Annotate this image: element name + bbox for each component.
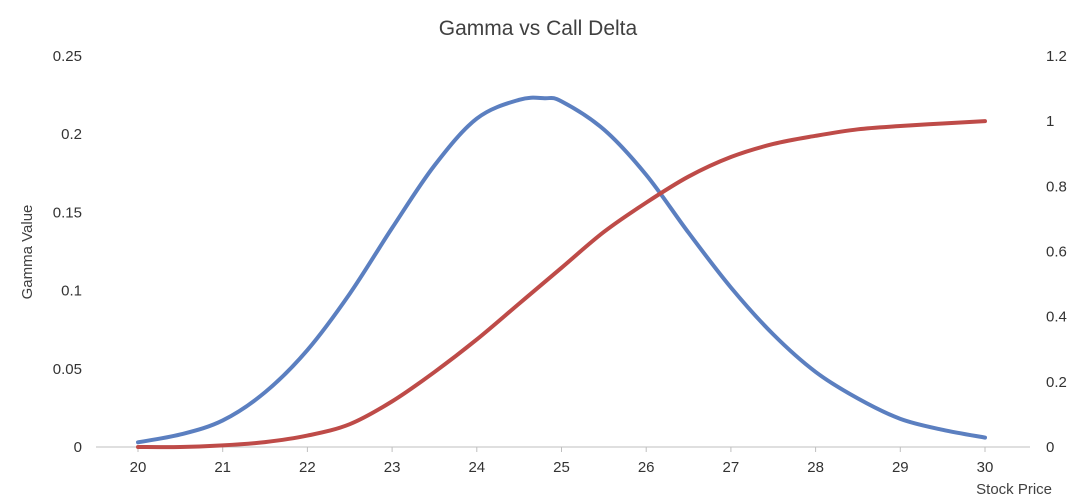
y2-tick-label: 1 (1046, 113, 1054, 130)
y-axis-label: Gamma Value (19, 205, 36, 300)
x-tick-label: 30 (977, 459, 994, 476)
y-tick-label: 0 (74, 439, 82, 456)
x-tick-label: 27 (723, 459, 740, 476)
x-tick-label: 29 (892, 459, 909, 476)
x-tick-label: 28 (807, 459, 824, 476)
y2-tick-label: 0 (1046, 439, 1054, 456)
y2-tick-label: 1.2 (1046, 48, 1067, 65)
y-tick-label: 0.25 (53, 48, 82, 65)
call-delta-series-line (136, 119, 987, 450)
gamma-series-line (136, 95, 987, 445)
y-axis-ticks: 0 0.05 0.1 0.15 0.2 0.25 (53, 48, 82, 456)
y2-tick-label: 0.8 (1046, 178, 1067, 195)
x-tick-label: 20 (130, 459, 147, 476)
x-axis-label: Stock Price (976, 481, 1052, 498)
y2-tick-label: 0.6 (1046, 244, 1067, 261)
y2-tick-label: 0.4 (1046, 309, 1067, 326)
x-tick-label: 21 (214, 459, 231, 476)
y-tick-label: 0.05 (53, 361, 82, 378)
chart-title: Gamma vs Call Delta (439, 17, 638, 40)
y2-tick-label: 0.2 (1046, 374, 1067, 391)
y-tick-label: 0.2 (61, 126, 82, 143)
x-tick-label: 25 (553, 459, 570, 476)
series-group (136, 95, 987, 450)
y-tick-label: 0.1 (61, 283, 82, 300)
x-axis-ticks: 20 21 22 23 24 25 26 27 28 29 30 (130, 447, 994, 476)
x-tick-label: 22 (299, 459, 316, 476)
x-tick-label: 24 (468, 459, 485, 476)
x-tick-label: 23 (384, 459, 401, 476)
y-tick-label: 0.15 (53, 204, 82, 221)
y2-axis-ticks: 0 0.2 0.4 0.6 0.8 1 1.2 (1046, 48, 1067, 456)
x-tick-label: 26 (638, 459, 655, 476)
